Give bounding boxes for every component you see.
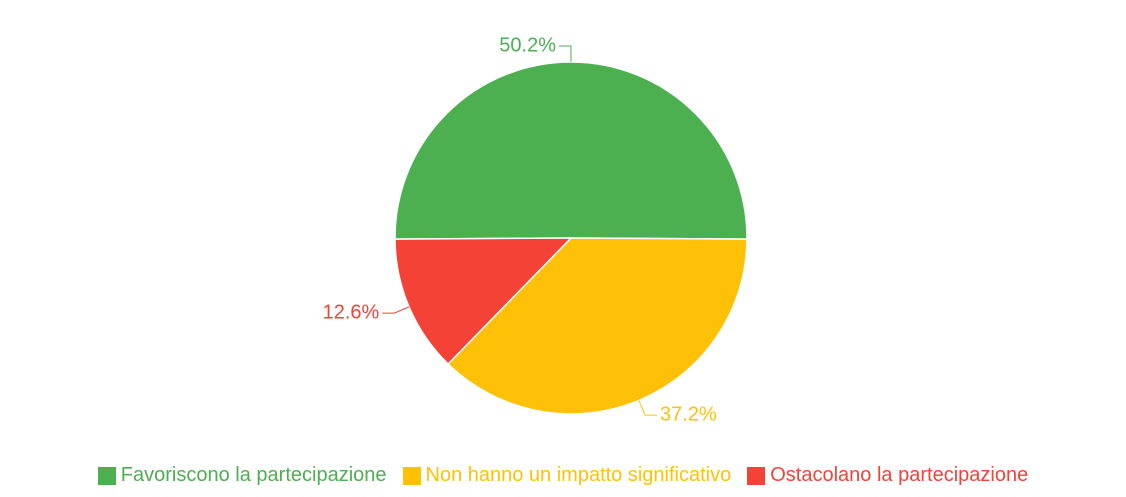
pie-slice xyxy=(394,237,573,366)
legend-swatch xyxy=(97,466,116,485)
legend-label: Non hanno un impatto significativo xyxy=(425,464,732,486)
legend: Favoriscono la partecipazione Non hanno u… xyxy=(0,464,1126,487)
legend-swatch xyxy=(402,466,421,485)
pie-slice xyxy=(394,61,748,240)
label-line xyxy=(638,400,658,416)
chart: 50.2% 37.2% 12.6% xyxy=(323,34,748,425)
data-label: 37.2% xyxy=(660,403,717,425)
data-label: 12.6% xyxy=(323,301,380,323)
legend-label: Ostacolano la partecipazione xyxy=(770,464,1029,486)
legend-label: Favoriscono la partecipazione xyxy=(120,464,387,486)
legend-swatch xyxy=(747,466,766,485)
legend-item: Non hanno un impatto significativo xyxy=(402,464,732,487)
legend-item: Ostacolano la partecipazione xyxy=(747,464,1028,487)
label-line xyxy=(382,306,410,314)
legend-item: Favoriscono la partecipazione xyxy=(97,464,387,487)
data-label: 50.2% xyxy=(499,34,556,56)
label-line xyxy=(559,45,572,62)
